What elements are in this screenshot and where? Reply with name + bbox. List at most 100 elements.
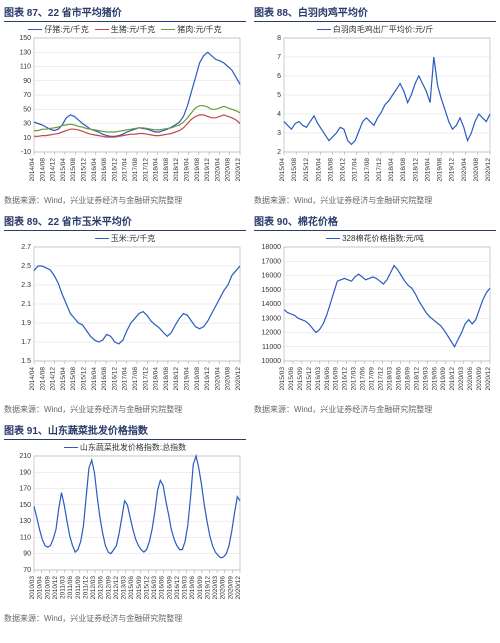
chart-87-body: 仔猪:元/千克生猪:元/千克猪肉:元/千克-101030507090110130… [4, 24, 246, 194]
svg-text:2011/03: 2011/03 [60, 576, 67, 599]
svg-text:2019/08: 2019/08 [194, 367, 201, 391]
svg-text:5: 5 [277, 92, 281, 99]
svg-text:2011/06: 2011/06 [67, 576, 74, 599]
svg-text:14000: 14000 [262, 301, 282, 308]
row-2: 图表 89、22 省市玉米平均价 玉米:元/千克1.51.71.92.12.32… [0, 209, 500, 418]
svg-text:2020/12: 2020/12 [235, 576, 242, 600]
svg-text:2020/12: 2020/12 [235, 158, 242, 182]
chart-89-title: 图表 89、22 省市玉米平均价 [4, 211, 246, 231]
svg-text:2012/03: 2012/03 [90, 576, 97, 600]
chart-svg: 23456782015/042015/082015/122016/042016/… [254, 24, 496, 194]
svg-text:15000: 15000 [262, 287, 282, 294]
svg-text:2016/04: 2016/04 [315, 158, 322, 182]
chart-88-source: 数据来源：Wind，兴业证券经济与金融研究院整理 [254, 194, 496, 209]
svg-text:2016/12: 2016/12 [111, 158, 118, 182]
svg-text:2019/09: 2019/09 [440, 367, 447, 391]
svg-text:8: 8 [277, 35, 281, 42]
svg-text:2017/12: 2017/12 [142, 367, 149, 391]
row-1: 图表 87、22 省市平均猪价 仔猪:元/千克生猪:元/千克猪肉:元/千克-10… [0, 0, 500, 209]
svg-text:50: 50 [23, 106, 31, 113]
chart-90-cell: 图表 90、棉花价格 328棉花价格指数:元/吨1000011000120001… [250, 209, 500, 418]
svg-text:2017/04: 2017/04 [122, 158, 129, 182]
svg-text:2015/06: 2015/06 [288, 367, 295, 391]
chart-89-cell: 图表 89、22 省市玉米平均价 玉米:元/千克1.51.71.92.12.32… [0, 209, 250, 418]
svg-text:2.3: 2.3 [21, 282, 31, 289]
series-line [34, 106, 240, 132]
svg-text:12000: 12000 [262, 330, 282, 337]
svg-text:2016/03: 2016/03 [151, 576, 158, 600]
svg-text:2014/12: 2014/12 [50, 367, 57, 391]
svg-text:2016/12: 2016/12 [340, 158, 347, 182]
svg-text:16000: 16000 [262, 273, 282, 280]
series-line [284, 266, 490, 347]
svg-text:90: 90 [23, 551, 31, 558]
svg-text:1.5: 1.5 [21, 358, 31, 365]
svg-text:2010/09: 2010/09 [44, 576, 51, 600]
svg-text:2015/08: 2015/08 [291, 158, 298, 182]
svg-text:2016/08: 2016/08 [101, 158, 108, 182]
svg-text:2013/03: 2013/03 [121, 576, 128, 600]
chart-svg: 70901101301501701902102010/032010/042010… [4, 442, 246, 612]
chart-87-title: 图表 87、22 省市平均猪价 [4, 2, 246, 22]
svg-text:2018/06: 2018/06 [395, 367, 402, 391]
svg-text:2015/09: 2015/09 [136, 576, 143, 600]
chart-88-title: 图表 88、白羽肉鸡平均价 [254, 2, 496, 22]
chart-91-title: 图表 91、山东蔬菜批发价格指数 [4, 420, 246, 440]
chart-89-body: 玉米:元/千克1.51.71.92.12.32.52.72014/042014/… [4, 233, 246, 403]
chart-90-title: 图表 90、棉花价格 [254, 211, 496, 231]
svg-text:2015/12: 2015/12 [143, 576, 150, 600]
svg-text:2020/06: 2020/06 [220, 576, 227, 600]
svg-text:2019/09: 2019/09 [197, 576, 204, 600]
svg-text:2018/08: 2018/08 [163, 367, 170, 391]
svg-text:2020/04: 2020/04 [214, 367, 221, 391]
chart-svg: -1010305070901101301502014/042014/082014… [4, 24, 246, 194]
svg-text:2017/06: 2017/06 [360, 367, 367, 391]
svg-text:2011/09: 2011/09 [75, 576, 82, 599]
svg-text:2015/08: 2015/08 [70, 158, 77, 182]
chart-90-source: 数据来源：Wind，兴业证券经济与金融研究院整理 [254, 403, 496, 418]
svg-text:2018/08: 2018/08 [163, 158, 170, 182]
svg-text:2018/12: 2018/12 [173, 367, 180, 391]
svg-text:2015/12: 2015/12 [306, 367, 313, 391]
svg-text:190: 190 [19, 469, 31, 476]
svg-text:2017/12: 2017/12 [376, 158, 383, 182]
svg-text:2019/04: 2019/04 [424, 158, 431, 182]
chart-87-cell: 图表 87、22 省市平均猪价 仔猪:元/千克生猪:元/千克猪肉:元/千克-10… [0, 0, 250, 209]
svg-text:-10: -10 [21, 149, 31, 156]
svg-text:2019/12: 2019/12 [449, 158, 456, 182]
chart-91-body: 山东蔬菜批发价格指数:总指数70901101301501701902102010… [4, 442, 246, 612]
svg-text:2.1: 2.1 [21, 301, 31, 308]
chart-87-source: 数据来源：Wind，兴业证券经济与金融研究院整理 [4, 194, 246, 209]
svg-text:2020/08: 2020/08 [225, 158, 232, 182]
svg-text:70: 70 [23, 567, 31, 574]
svg-text:2019/04: 2019/04 [184, 367, 191, 391]
svg-text:2020/03: 2020/03 [212, 576, 219, 600]
svg-text:2012/06: 2012/06 [98, 576, 105, 600]
svg-text:2020/03: 2020/03 [458, 367, 465, 391]
svg-text:2014/04: 2014/04 [29, 158, 36, 182]
svg-text:150: 150 [19, 35, 31, 42]
chart-svg: 1000011000120001300014000150001600017000… [254, 233, 496, 403]
svg-text:2020/12: 2020/12 [485, 367, 492, 391]
svg-text:2014/08: 2014/08 [39, 158, 46, 182]
svg-text:2015/08: 2015/08 [70, 367, 77, 391]
svg-text:2018/04: 2018/04 [153, 158, 160, 182]
svg-text:2020/12: 2020/12 [235, 367, 242, 391]
svg-text:2020/08: 2020/08 [225, 367, 232, 391]
svg-text:2015/04: 2015/04 [60, 367, 67, 391]
svg-text:2020/08: 2020/08 [473, 158, 480, 182]
row-3: 图表 91、山东蔬菜批发价格指数 山东蔬菜批发价格指数:总指数709011013… [0, 418, 500, 627]
svg-text:2016/09: 2016/09 [166, 576, 173, 600]
svg-text:4: 4 [277, 111, 281, 118]
svg-text:2017/08: 2017/08 [364, 158, 371, 182]
series-line [34, 115, 240, 137]
svg-text:2018/04: 2018/04 [153, 367, 160, 391]
svg-text:2017/12: 2017/12 [378, 367, 385, 391]
svg-text:2012/12: 2012/12 [113, 576, 120, 600]
chart-90-body: 328棉花价格指数:元/吨100001100012000130001400015… [254, 233, 496, 403]
svg-text:2017/12: 2017/12 [142, 158, 149, 182]
svg-text:2017/03: 2017/03 [351, 367, 358, 391]
chart-88-cell: 图表 88、白羽肉鸡平均价 白羽肉毛鸡出厂平均价:元/斤23456782015/… [250, 0, 500, 209]
svg-text:2011/12: 2011/12 [82, 576, 89, 599]
svg-text:1.7: 1.7 [21, 339, 31, 346]
